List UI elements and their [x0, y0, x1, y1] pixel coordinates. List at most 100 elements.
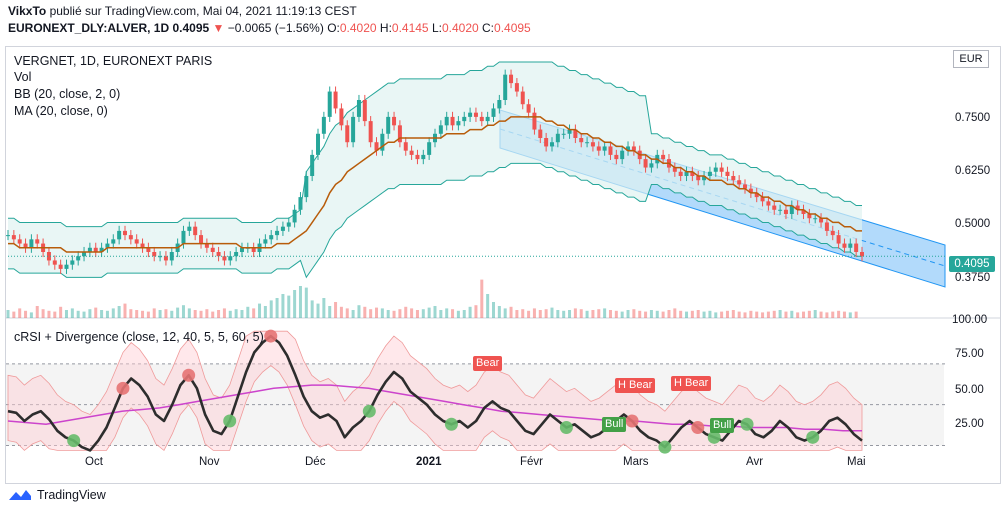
volume-bar — [497, 306, 501, 318]
candle-body — [222, 256, 227, 261]
low-value: 0.4020 — [441, 21, 479, 35]
candle-body — [661, 154, 666, 160]
legend-ma[interactable]: MA (20, close, 0) — [14, 104, 108, 118]
candle-body — [374, 142, 379, 151]
open-value: 0.4020 — [339, 21, 377, 35]
candle-body — [292, 209, 297, 223]
volume-bar — [509, 306, 513, 318]
bear-signal-marker — [116, 381, 130, 395]
down-arrow-icon: ▼ — [212, 21, 225, 35]
volume-bar — [199, 310, 203, 318]
candle-body — [725, 171, 730, 176]
tradingview-logo[interactable]: TradingView — [8, 486, 106, 504]
candle-body — [210, 247, 215, 252]
volume-bar — [135, 310, 139, 318]
candle-body — [503, 74, 508, 100]
volume-bar — [205, 309, 209, 318]
volume-bar — [100, 310, 104, 318]
volume-bar — [281, 294, 285, 318]
candle-body — [216, 252, 221, 257]
x-tick: Nov — [199, 456, 220, 468]
x-tick: 2021 — [416, 456, 442, 468]
candle-body — [35, 239, 40, 244]
high-label: H: — [379, 21, 392, 35]
candle-body — [29, 239, 34, 248]
volume-bar — [766, 311, 770, 318]
volume-bar — [170, 310, 174, 318]
volume-bar — [486, 294, 490, 318]
bull-signal-marker — [806, 430, 820, 444]
candle-body — [146, 247, 151, 252]
candle-body — [304, 176, 309, 198]
bull-signal-marker — [362, 404, 376, 418]
volume-bar — [141, 310, 145, 318]
legend-crsi[interactable]: cRSI + Divergence (close, 12, 40, 5, 5, … — [14, 330, 264, 344]
legend-bb[interactable]: BB (20, close, 2, 0) — [14, 87, 121, 101]
volume-bar — [415, 310, 419, 318]
bull-signal-marker — [67, 434, 81, 448]
candle-body — [684, 171, 689, 176]
candle-body — [772, 205, 777, 210]
candle-body — [403, 142, 408, 151]
volume-bar — [755, 311, 759, 318]
candle-body — [362, 100, 367, 122]
volume-bar — [562, 310, 566, 318]
symbol-interval: EURONEXT_DLY:ALVER, 1D — [8, 21, 170, 35]
legend-vol[interactable]: Vol — [14, 70, 32, 84]
candle-body — [813, 218, 818, 220]
volume-bar — [70, 308, 74, 318]
volume-bar — [796, 312, 800, 318]
candle-body — [520, 91, 525, 105]
candle-body — [310, 154, 315, 176]
volume-bar — [831, 311, 835, 318]
volume-bar — [269, 300, 273, 318]
chart-frame[interactable] — [5, 46, 1001, 484]
candle-body — [117, 230, 122, 240]
candle-body — [286, 222, 291, 227]
volume-bar — [714, 312, 718, 318]
candle-body — [122, 230, 127, 236]
volume-bar — [433, 306, 437, 318]
volume-bar — [88, 309, 92, 318]
candle-body — [427, 142, 432, 155]
x-tick: Févr — [520, 456, 543, 468]
volume-bar — [661, 311, 665, 318]
volume-bar — [673, 308, 677, 318]
currency-badge[interactable]: EUR — [953, 50, 989, 68]
volume-bar — [462, 310, 466, 318]
candle-body — [46, 252, 51, 261]
volume-bar — [398, 309, 402, 318]
candle-body — [409, 150, 414, 155]
volume-bar — [825, 312, 829, 318]
volume-bar — [667, 310, 671, 318]
volume-bar — [222, 308, 226, 318]
y-tick: 0.5000 — [955, 218, 991, 230]
volume-bar — [778, 310, 782, 318]
volume-bar — [146, 311, 150, 318]
volume-bar — [316, 303, 320, 318]
moving-average-line — [8, 116, 862, 253]
volume-bar — [731, 310, 735, 318]
candle-body — [415, 154, 420, 160]
candle-body — [339, 108, 344, 126]
candle-body — [93, 247, 98, 252]
volume-bar — [491, 302, 495, 318]
volume-bar — [702, 311, 706, 318]
volume-bar — [708, 310, 712, 318]
volume-bar — [105, 310, 109, 318]
candle-body — [345, 125, 350, 143]
volume-bar — [29, 312, 33, 318]
bull-signal-marker — [559, 421, 573, 435]
candle-body — [204, 243, 209, 248]
author-name[interactable]: VikxTo — [8, 4, 47, 18]
y-tick: 0.3750 — [955, 272, 991, 284]
low-label: L: — [431, 21, 442, 35]
volume-bar — [252, 308, 256, 318]
candle-body — [193, 226, 198, 236]
candle-body — [450, 116, 455, 126]
candle-body — [380, 133, 385, 151]
candle-body — [719, 167, 724, 172]
volume-bar — [263, 306, 267, 318]
candle-body — [789, 205, 794, 214]
